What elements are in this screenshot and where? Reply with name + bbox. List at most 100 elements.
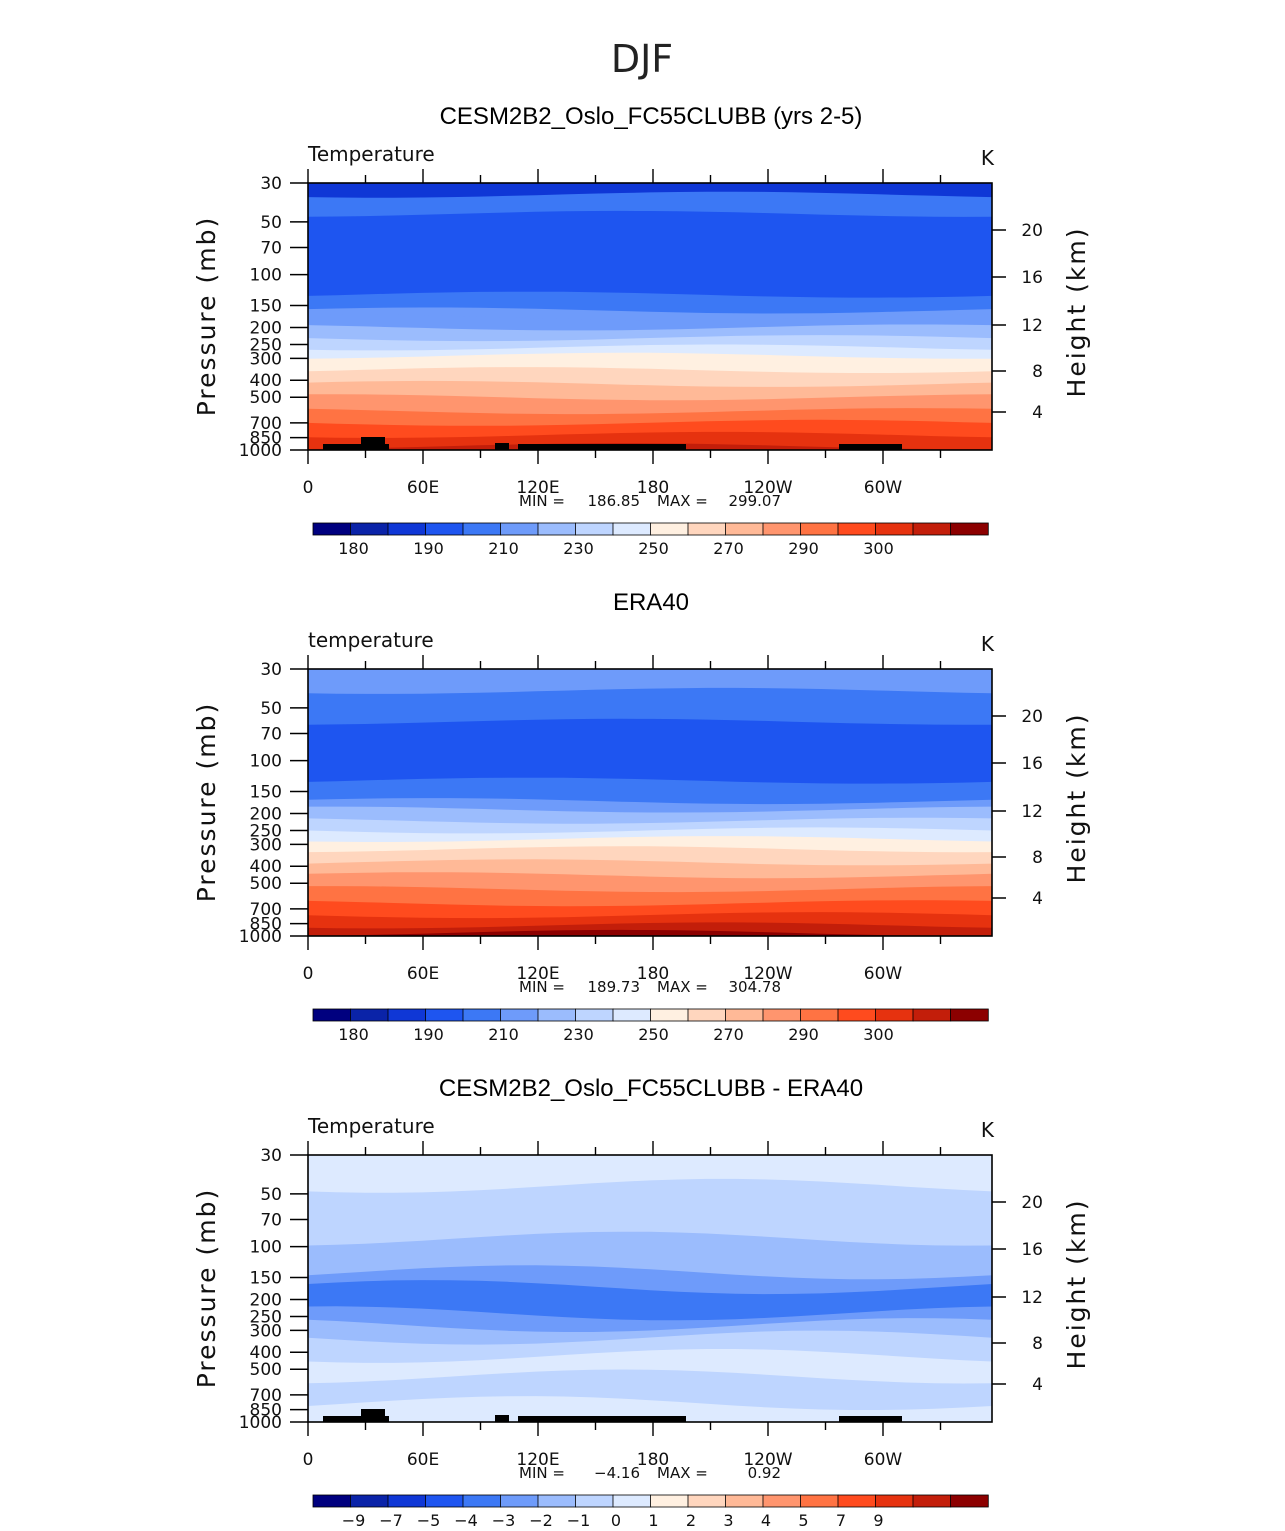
- units-label: K: [981, 1118, 995, 1142]
- colorbar-swatch: [950, 1008, 989, 1022]
- colorbar-swatch: [950, 522, 989, 536]
- longitude-tick-label: 180: [637, 964, 669, 984]
- pressure-tick-label: 500: [250, 1360, 282, 1380]
- colorbar-swatch: [425, 1494, 464, 1508]
- plot-frame: [307, 182, 993, 451]
- colorbar-swatch: [387, 1494, 427, 1508]
- colorbar: 180 190 210 230 250 270 290 300: [312, 522, 989, 558]
- colorbar-swatch: [425, 1008, 464, 1022]
- topography-block: [518, 444, 686, 450]
- contour-band: [308, 1396, 992, 1422]
- longitude-tick-label: 60W: [864, 478, 903, 498]
- contour-band: [308, 1306, 992, 1333]
- colorbar-swatch: [875, 1494, 914, 1508]
- contour-bands: [308, 669, 992, 936]
- colorbar-swatch: [912, 1494, 952, 1508]
- colorbar-swatch: [650, 522, 689, 536]
- pressure-tick-label: 200: [250, 804, 282, 824]
- pressure-tick-label: 200: [250, 1290, 282, 1310]
- colorbar-label: 250: [638, 539, 669, 558]
- colorbar-swatch: [500, 1494, 539, 1508]
- colorbar-label: 7: [836, 1511, 846, 1530]
- height-tick-label: 8: [1032, 1334, 1043, 1354]
- colorbar-swatch: [800, 522, 839, 536]
- contour-band: [308, 827, 992, 843]
- colorbar-swatch: [462, 522, 502, 536]
- colorbar-label: −3: [492, 1511, 516, 1530]
- topography-block: [361, 1409, 385, 1422]
- pressure-tick-label: 70: [260, 1211, 282, 1231]
- longitude-tick-label: 120W: [743, 964, 792, 984]
- pressure-tick-label: 850: [250, 915, 282, 935]
- contour-band: [308, 912, 992, 930]
- colorbar-label: 190: [413, 1025, 444, 1044]
- longitude-tick-label: 60E: [407, 478, 439, 498]
- colorbar-swatch: [837, 1494, 877, 1508]
- pressure-tick-label: 250: [250, 335, 282, 355]
- plot-frame: [307, 668, 993, 937]
- pressure-tick-label: 50: [260, 213, 282, 233]
- colorbar-swatch: [462, 1008, 502, 1022]
- topography-block: [839, 1416, 902, 1422]
- max-label: MAX =: [657, 978, 708, 996]
- longitude-tick-label: 0: [303, 1450, 314, 1470]
- colorbar-label: 210: [488, 1025, 519, 1044]
- units-label: K: [981, 146, 995, 170]
- topography-block: [495, 1415, 509, 1422]
- longitude-tick-label: 120E: [516, 478, 559, 498]
- colorbar-swatch: [912, 1008, 952, 1022]
- colorbar-swatch: [687, 1494, 727, 1508]
- contour-band: [308, 1330, 992, 1364]
- height-tick-label: 8: [1032, 848, 1043, 868]
- colorbar-swatch: [687, 1008, 727, 1022]
- pressure-tick-label: 30: [260, 174, 282, 194]
- colorbar-label: 190: [413, 539, 444, 558]
- height-tick-label: 16: [1021, 268, 1043, 288]
- contour-band: [308, 859, 992, 879]
- height-tick-label: 8: [1032, 362, 1043, 382]
- contour-band: [308, 817, 992, 835]
- longitude-tick-label: 120E: [516, 1450, 559, 1470]
- height-tick-label: 12: [1021, 802, 1043, 822]
- colorbar-swatch: [875, 522, 914, 536]
- height-tick-label: 12: [1021, 316, 1043, 336]
- colorbar-label: 230: [563, 1025, 594, 1044]
- colorbar-swatch: [612, 1494, 652, 1508]
- longitude-tick-label: 60W: [864, 1450, 903, 1470]
- colorbar-swatch: [725, 522, 764, 536]
- panel-1: CESM2B2_Oslo_FC55CLUBB (yrs 2-5)Temperat…: [192, 103, 1091, 558]
- colorbar-label: −4: [454, 1511, 478, 1530]
- colorbar-swatch: [837, 1008, 877, 1022]
- topography-block: [361, 437, 385, 450]
- colorbar-swatch: [725, 1494, 764, 1508]
- contour-band: [308, 687, 992, 726]
- topography: [323, 437, 902, 450]
- colorbar-swatch: [387, 522, 427, 536]
- colorbar-swatch: [462, 1494, 502, 1508]
- height-tick-label: 4: [1032, 889, 1043, 909]
- pressure-tick-label: 30: [260, 1146, 282, 1166]
- colorbar-label: 300: [863, 539, 894, 558]
- pressure-tick-label: 100: [250, 1238, 282, 1258]
- contour-band: [308, 1155, 992, 1194]
- max-value: 0.92: [748, 1464, 781, 1482]
- height-tick-label: 20: [1021, 221, 1043, 241]
- colorbar-label: 210: [488, 539, 519, 558]
- contour-band: [308, 183, 992, 199]
- pressure-tick-label: 850: [250, 1401, 282, 1421]
- colorbar-swatch: [725, 1008, 764, 1022]
- y-axis-right-title: Height (km): [1062, 1199, 1091, 1370]
- colorbar-swatch: [350, 522, 389, 536]
- colorbar-swatch: [875, 1008, 914, 1022]
- height-tick-label: 20: [1021, 707, 1043, 727]
- colorbar-label: 3: [723, 1511, 733, 1530]
- contour-band: [308, 367, 992, 388]
- colorbar: 180 190 210 230 250 270 290 300: [312, 1008, 989, 1044]
- colorbar-swatch: [800, 1008, 839, 1022]
- height-tick-label: 20: [1021, 1193, 1043, 1213]
- colorbar-swatch: [650, 1008, 689, 1022]
- colorbar-label: 230: [563, 539, 594, 558]
- contour-band: [308, 872, 992, 893]
- y-axis-right-title: Height (km): [1062, 713, 1091, 884]
